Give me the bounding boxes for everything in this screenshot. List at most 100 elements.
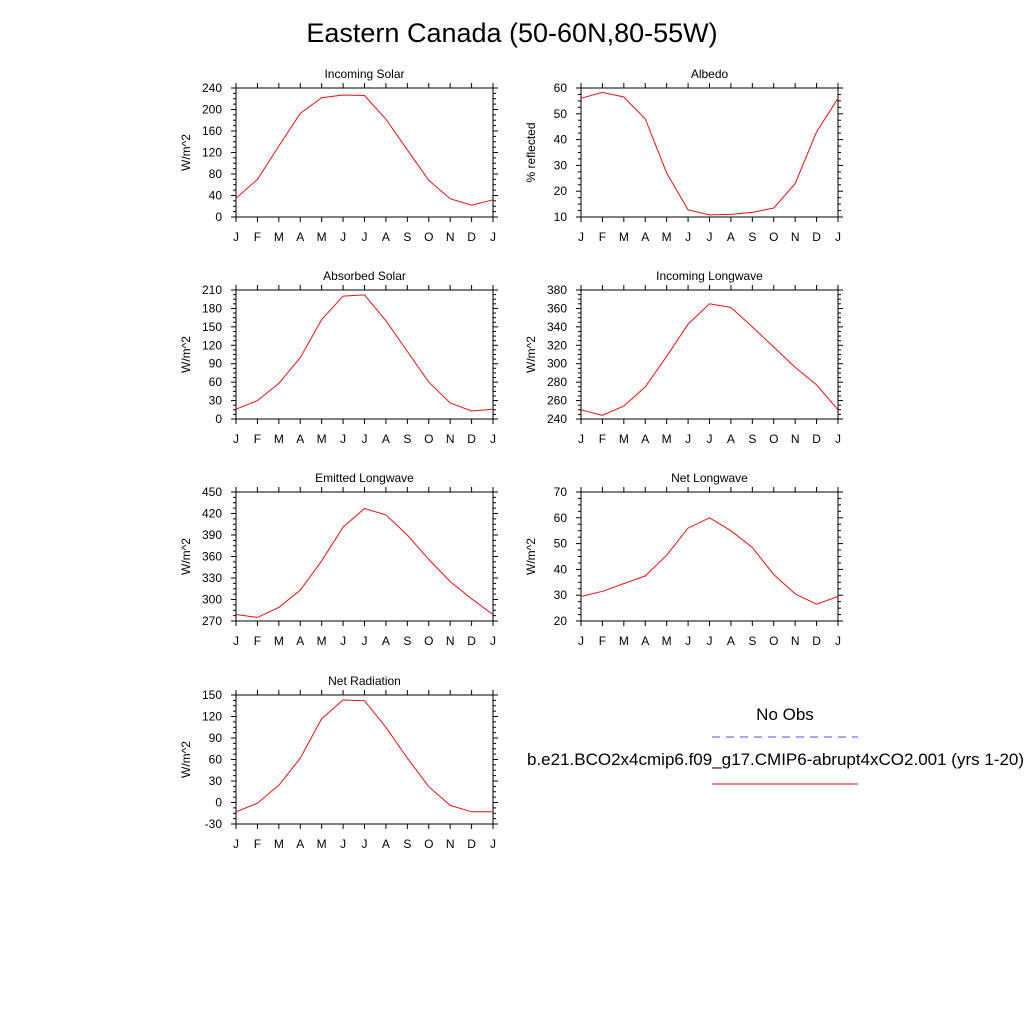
x-tick-label: O [424,432,433,446]
x-tick-label: J [233,230,239,244]
x-tick-label: S [748,634,756,648]
x-tick-label: J [578,432,584,446]
x-tick-label: O [769,634,778,648]
x-tick-label: D [467,837,476,851]
panel-title: Net Radiation [328,674,401,688]
x-tick-label: J [490,634,496,648]
x-tick-label: J [233,837,239,851]
y-tick-label: 0 [215,796,222,810]
plot-frame [235,289,494,420]
y-tick-label: 200 [202,103,222,117]
x-tick-label: M [274,837,284,851]
y-tick-label: 10 [554,210,568,224]
y-tick-label: 210 [202,283,222,297]
series-line [235,294,494,412]
x-tick-label: A [296,837,304,851]
x-tick-label: J [340,432,346,446]
x-tick-label: J [490,432,496,446]
y-tick-label: 260 [547,394,567,408]
y-tick-label: 40 [209,189,223,203]
x-tick-label: J [362,432,368,446]
x-tick-label: M [662,634,672,648]
x-tick-label: J [490,230,496,244]
y-tick-label: 0 [215,210,222,224]
legend [712,736,858,785]
x-tick-label: N [446,230,455,244]
x-tick-label: A [296,634,304,648]
x-tick-label: S [748,432,756,446]
x-tick-label: J [578,634,584,648]
x-tick-label: S [403,230,411,244]
y-tick-label: 30 [209,774,223,788]
y-axis-label: W/m^2 [179,741,193,778]
x-tick-label: N [791,432,800,446]
y-axis-label: W/m^2 [524,538,538,575]
y-tick-label: 360 [547,301,567,315]
x-tick-label: A [296,432,304,446]
x-tick-label: O [424,634,433,648]
x-tick-label: J [835,634,841,648]
x-tick-label: M [619,230,629,244]
y-tick-label: 150 [202,320,222,334]
x-tick-label: M [317,837,327,851]
y-tick-label: 180 [202,301,222,315]
legend-model-label: b.e21.BCO2x4cmip6.f09_g17.CMIP6-abrupt4x… [527,750,1024,769]
y-tick-label: 50 [554,537,568,551]
panel-title: Albedo [691,67,729,81]
y-tick-label: 60 [209,375,223,389]
series-line [580,517,839,605]
x-tick-label: O [424,230,433,244]
x-tick-label: J [362,230,368,244]
y-tick-label: 60 [554,81,568,95]
y-tick-label: 40 [554,562,568,576]
plot-frame [580,491,839,622]
x-tick-label: O [769,230,778,244]
x-tick-label: J [685,230,691,244]
x-tick-label: O [769,432,778,446]
y-tick-label: 20 [554,614,568,628]
panel-title: Incoming Solar [324,67,404,81]
x-tick-label: S [403,634,411,648]
series-line [580,91,839,216]
x-tick-label: D [812,230,821,244]
x-tick-label: J [233,432,239,446]
x-tick-label: A [382,230,390,244]
plot-frame [580,87,839,218]
x-tick-label: M [619,432,629,446]
y-tick-label: -30 [205,817,223,831]
panel-title: Emitted Longwave [315,471,414,485]
x-tick-label: M [317,230,327,244]
x-tick-label: M [274,432,284,446]
x-tick-label: F [254,837,261,851]
y-tick-label: 30 [554,158,568,172]
y-tick-label: 40 [554,133,568,147]
x-tick-label: S [403,432,411,446]
x-tick-label: J [362,837,368,851]
x-tick-label: D [812,634,821,648]
x-tick-label: A [641,230,649,244]
x-tick-label: M [274,230,284,244]
y-tick-label: 60 [209,753,223,767]
series-line [235,94,494,206]
x-tick-label: S [403,837,411,851]
y-tick-label: 240 [202,81,222,95]
series-line [235,699,493,813]
x-tick-label: F [599,432,606,446]
x-tick-label: J [340,634,346,648]
x-tick-label: A [641,634,649,648]
y-tick-label: 60 [554,511,568,525]
x-tick-label: M [317,432,327,446]
x-tick-label: A [641,432,649,446]
y-tick-label: 120 [202,146,222,160]
y-tick-label: 120 [202,710,222,724]
y-tick-label: 20 [554,184,568,198]
y-tick-label: 340 [547,320,567,334]
x-tick-label: F [254,634,261,648]
y-axis-label: % reflected [524,122,538,182]
y-axis-label: W/m^2 [524,336,538,373]
